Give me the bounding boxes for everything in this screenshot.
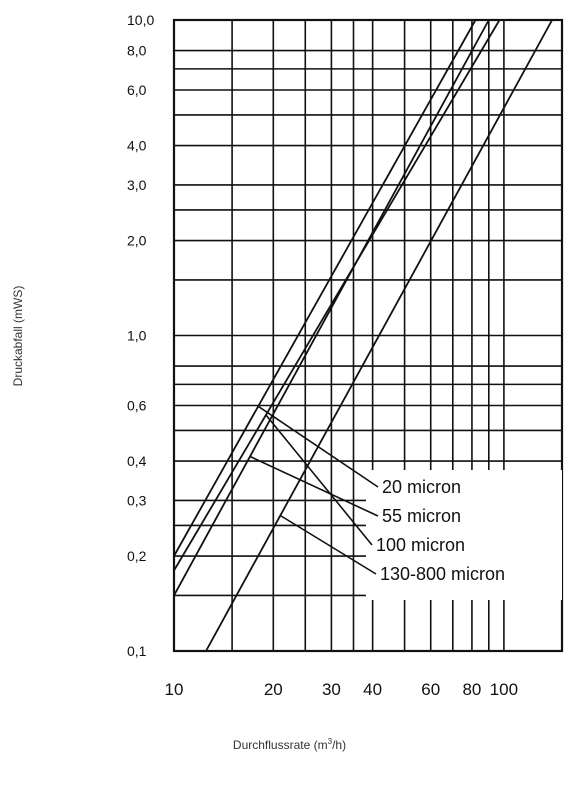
series-leader-line (279, 514, 377, 575)
x-axis-title-superscript: 3 (327, 737, 333, 746)
series-labels: 20 micron 55 micron 100 micron 130-800 micr… (249, 405, 562, 600)
x-axis-title-main: Durchflussrate (m (232, 738, 328, 752)
series-leader-line (265, 414, 373, 546)
x-axis-title: Durchflussrate (m3/h) (0, 737, 579, 752)
series-line-3 (173, 19, 501, 571)
y-tick-label: 4,0 (127, 138, 147, 154)
x-tick-label: 10 (165, 680, 184, 699)
y-tick-label: 0,6 (127, 397, 147, 413)
y-tick-label: 2,0 (127, 233, 147, 249)
series-label: 20 micron (382, 477, 461, 497)
y-tick-label: 10,0 (127, 12, 154, 28)
series-leader-line (249, 455, 379, 517)
y-tick-label: 3,0 (127, 177, 147, 193)
x-tick-label: 80 (462, 680, 481, 699)
x-tick-label: 30 (322, 680, 341, 699)
series-label: 100 micron (376, 535, 465, 555)
series-line-4 (205, 19, 553, 652)
y-tick-label: 0,3 (127, 492, 147, 508)
series-label-box (366, 470, 562, 600)
x-tick-label: 60 (421, 680, 440, 699)
y-tick-label: 1,0 (127, 328, 147, 344)
series-leader-line (257, 405, 379, 488)
x-tick-labels: 10 20 30 40 60 80 100 (165, 680, 519, 699)
y-tick-label: 8,0 (127, 43, 147, 59)
series-line-2 (173, 19, 490, 596)
y-tick-label: 0,1 (127, 643, 147, 659)
y-tick-label: 6,0 (127, 82, 147, 98)
x-tick-label: 100 (490, 680, 518, 699)
plot-frame (172, 18, 564, 653)
x-tick-label: 20 (264, 680, 283, 699)
y-tick-labels: 0,1 0,2 0,3 0,4 0,6 1,0 2,0 3,0 4,0 6,0 8,0 10,0 (127, 12, 154, 659)
y-tick-label: 0,4 (127, 453, 147, 469)
series-lines (173, 19, 553, 652)
y-tick-label: 0,2 (127, 548, 147, 564)
y-axis-title: Druckabfall (mWS) (11, 286, 25, 387)
x-tick-label: 40 (363, 680, 382, 699)
series-line-1 (173, 19, 477, 557)
x-axis-title-end: /h) (332, 738, 347, 752)
series-label: 55 micron (382, 506, 461, 526)
series-label: 130-800 micron (380, 564, 505, 584)
